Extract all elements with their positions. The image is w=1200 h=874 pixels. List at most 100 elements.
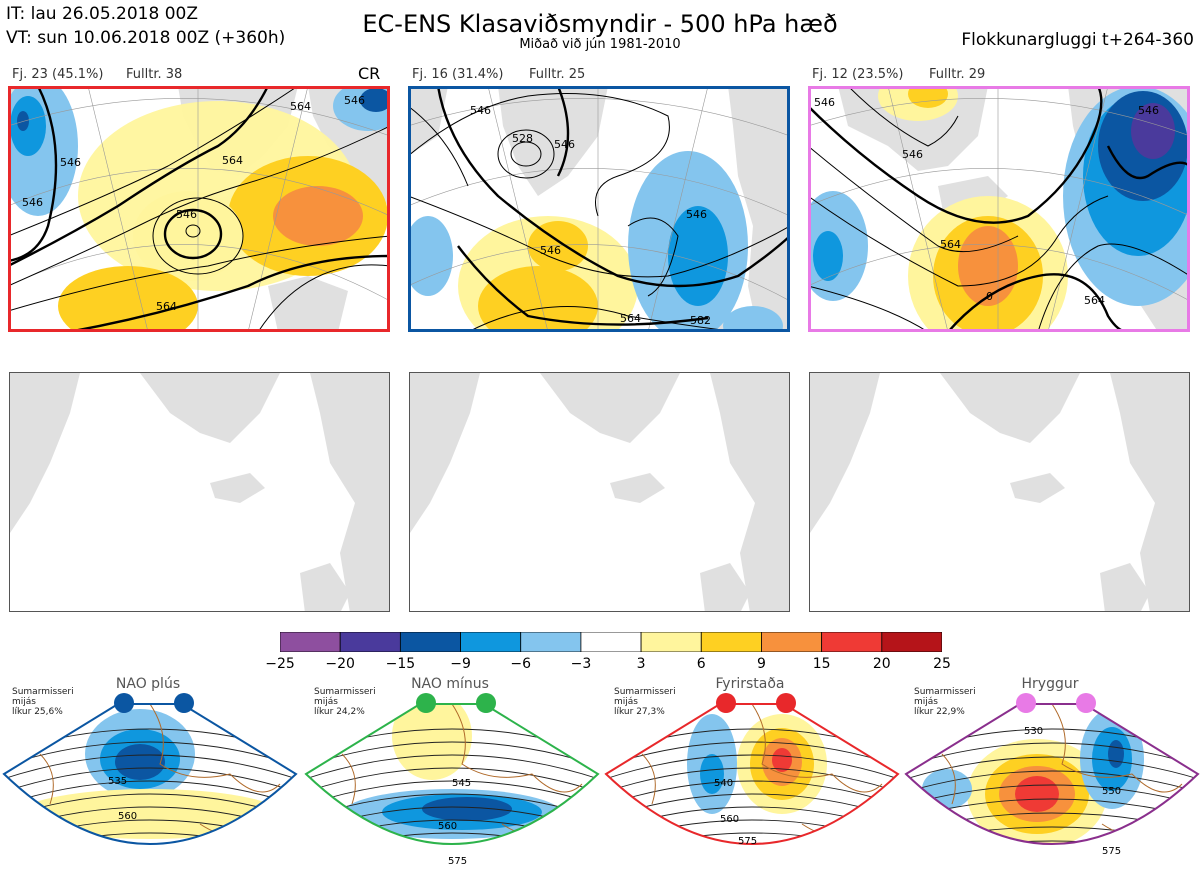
regime-map: 530 550 575 — [902, 694, 1200, 874]
regime-contour-label: 575 — [738, 836, 757, 847]
page-title: EC-ENS Klasaviðsmyndir - 500 hPa hæð — [362, 10, 838, 38]
cluster-3-representative: Fulltr. 29 — [929, 67, 986, 82]
contour-label: 546 — [814, 96, 835, 109]
contour-label: 546 — [470, 104, 491, 117]
regime-marker-dot — [716, 693, 736, 713]
colorbar-swatch — [700, 631, 762, 653]
colorbar-tick-label: −9 — [450, 656, 471, 672]
cluster-3-border — [808, 86, 1190, 332]
regime-map-graphic: 530 550 575 — [904, 703, 1200, 857]
colorbar-swatches — [279, 631, 943, 653]
regime-map-graphic: 535 560 — [2, 703, 298, 845]
contour-label: 564 — [940, 238, 961, 251]
contour-label: 564 — [620, 312, 641, 325]
regime-contour-label: 560 — [720, 814, 739, 825]
regime-map: 535 560 — [0, 694, 300, 874]
colorbar-swatch — [580, 631, 642, 653]
contour-label: 528 — [512, 132, 533, 145]
contour-label: 546 — [22, 196, 43, 209]
colorbar-tick-label: 20 — [872, 656, 891, 672]
cluster-1-tag: CR — [358, 64, 381, 83]
colorbar-tick-label: 15 — [812, 656, 831, 672]
cluster-3-label: Fj. 12 (23.5%) — [812, 67, 904, 82]
colorbar-swatch — [520, 631, 582, 653]
cluster-1-label: Fj. 23 (45.1%) — [12, 67, 104, 82]
colorbar-tick-label: −15 — [385, 656, 416, 672]
colorbar-swatch — [761, 631, 823, 653]
colorbar-swatch — [339, 631, 401, 653]
contour-label: 546 — [554, 138, 575, 151]
regime-contour-label: 550 — [1102, 786, 1121, 797]
regime-name: NAO plús — [115, 676, 181, 692]
colorbar-swatch — [279, 631, 341, 653]
contour-label: 546 — [540, 244, 561, 257]
contour-label: 564 — [222, 154, 243, 167]
regime-contour-label: 545 — [452, 778, 471, 789]
regime-marker-dot — [416, 693, 436, 713]
colorbar-swatch — [640, 631, 702, 653]
regime-map-graphic: 545 560 575 — [304, 703, 600, 867]
regime-contour-label: 560 — [118, 811, 137, 822]
regime-map: 545 560 575 — [302, 694, 602, 874]
regime-contour-label: 575 — [448, 856, 467, 867]
contour-label: 546 — [344, 94, 365, 107]
empty-map-1 — [9, 372, 390, 612]
regime-marker-dot — [776, 693, 796, 713]
contour-label: 546 — [1138, 104, 1159, 117]
cluster-2-label: Fj. 16 (31.4%) — [412, 67, 504, 82]
cluster-1-map: 564 546 546 564 546 546 564 — [8, 86, 390, 332]
regime-contour-label: 560 — [438, 821, 457, 832]
regime-contour-label: 540 — [714, 778, 733, 789]
colorbar-tick-label: −6 — [510, 656, 532, 672]
classification-window: Flokkunargluggi t+264-360 — [961, 30, 1194, 50]
contour-label: 564 — [290, 100, 311, 113]
contour-label: 0 — [986, 290, 993, 303]
regime-probability-note: Sumarmisseri mijás líkur 24,2% — [314, 687, 376, 717]
colorbar-swatch — [399, 631, 461, 653]
regime-probability-note: Sumarmisseri mijás líkur 22,9% — [914, 687, 976, 717]
contour-label: 546 — [686, 208, 707, 221]
contour-label: 582 — [690, 314, 711, 327]
regime-contour-label: 575 — [1102, 846, 1121, 857]
regime-contour-label: 535 — [108, 776, 127, 787]
colorbar-tick-label: −25 — [265, 656, 295, 672]
contour-label: 564 — [1084, 294, 1105, 307]
colorbar-tick-label: 3 — [636, 656, 646, 672]
empty-map-3 — [809, 372, 1190, 612]
regime-probability-note: Sumarmisseri mijás líkur 25,6% — [12, 687, 74, 717]
valid-time: VT: sun 10.06.2018 00Z (+360h) — [6, 28, 286, 48]
cluster-3-map: 546 546 564 0 564 546 — [808, 86, 1190, 332]
cluster-2-map: 546 528 546 546 546 564 582 — [408, 86, 790, 332]
contour-label: 564 — [156, 300, 177, 313]
cluster-2-border — [408, 86, 790, 332]
initial-time: IT: lau 26.05.2018 00Z — [6, 4, 198, 24]
colorbar-tick-label: −20 — [325, 656, 355, 672]
regime-map-graphic: 540 560 575 — [604, 703, 900, 847]
colorbar-tick-label: −3 — [570, 656, 592, 672]
cluster-1-representative: Fulltr. 38 — [126, 67, 183, 82]
regime-probability-note: Sumarmisseri mijás líkur 27,3% — [614, 687, 676, 717]
colorbar-swatch — [881, 631, 943, 653]
regime-marker-dot — [174, 693, 194, 713]
cluster-2-representative: Fulltr. 25 — [529, 67, 586, 82]
cluster-1-border — [8, 86, 390, 332]
colorbar-tick-label: 6 — [696, 656, 706, 672]
contour-label: 546 — [902, 148, 923, 161]
regime-contour-label: 530 — [1024, 726, 1043, 737]
colorbar-tick-label: 25 — [933, 656, 951, 672]
regime-marker-dot — [1016, 693, 1036, 713]
colorbar-swatch — [460, 631, 522, 653]
empty-map-2 — [409, 372, 790, 612]
colorbar-swatch — [821, 631, 883, 653]
regime-marker-dot — [114, 693, 134, 713]
colorbar-tick-label: 9 — [756, 656, 766, 672]
regime-marker-dot — [1076, 693, 1096, 713]
regime-marker-dot — [476, 693, 496, 713]
page-subtitle: Miðað við jún 1981-2010 — [519, 37, 681, 52]
regime-name: Hryggur — [1021, 676, 1079, 692]
regime-name: Fyrirstaða — [715, 676, 785, 692]
contour-label: 546 — [60, 156, 81, 169]
contour-label: 546 — [176, 208, 197, 221]
regime-map: 540 560 575 — [602, 694, 902, 874]
regime-name: NAO mínus — [411, 676, 489, 692]
